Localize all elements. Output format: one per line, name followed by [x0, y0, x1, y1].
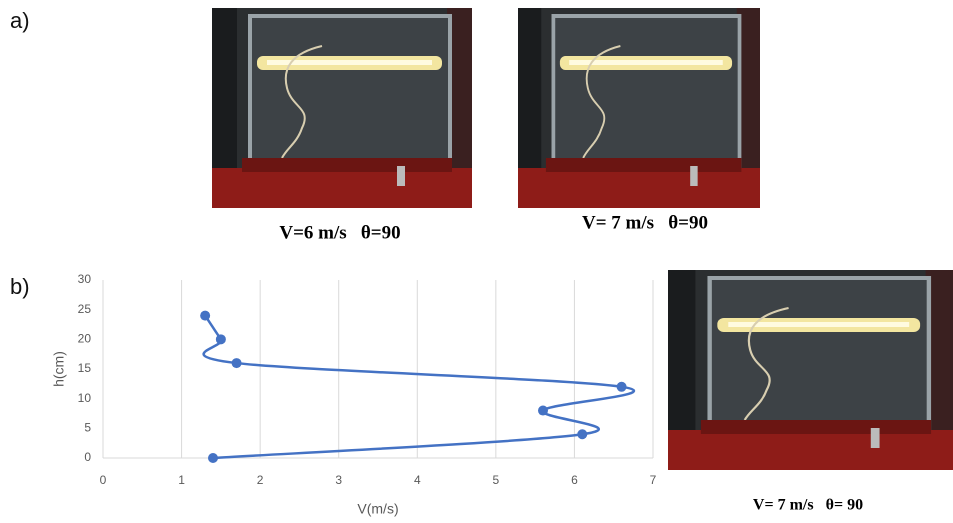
data-point	[208, 453, 218, 463]
caption: V= 7 m/s θ=90	[582, 212, 708, 233]
data-line	[202, 314, 635, 460]
x-axis-label: V(m/s)	[357, 501, 398, 517]
x-tick-label: 2	[257, 473, 264, 487]
photo	[668, 270, 953, 470]
x-tick-label: 0	[100, 473, 107, 487]
x-tick-label: 5	[493, 473, 500, 487]
photo	[212, 8, 472, 208]
y-tick-label: 30	[78, 272, 92, 286]
y-axis-label: h(cm)	[51, 351, 67, 387]
y-tick-label: 5	[84, 421, 91, 435]
x-tick-label: 4	[414, 473, 421, 487]
x-tick-label: 7	[650, 473, 657, 487]
caption: V= 7 m/s θ= 90	[753, 497, 863, 514]
data-point	[200, 310, 211, 321]
data-point	[616, 381, 627, 392]
panel-label: a)	[10, 8, 30, 33]
y-tick-label: 20	[78, 332, 92, 346]
panel-label: b)	[10, 274, 30, 299]
chart: V(m/s) h(cm) 0 1 2 3 4 5 6 7 0 5 10 15 20 25 30	[51, 272, 657, 517]
data-point	[538, 405, 548, 416]
y-tick-label: 0	[84, 450, 91, 464]
data-point	[577, 429, 588, 440]
y-tick-label: 10	[78, 391, 92, 405]
x-tick-label: 1	[178, 473, 185, 487]
data-point	[231, 358, 242, 369]
y-tick-label: 25	[78, 302, 92, 316]
photo	[518, 8, 760, 208]
caption: V=6 m/s θ=90	[279, 222, 400, 243]
data-point	[215, 334, 226, 345]
x-tick-label: 6	[571, 473, 578, 487]
x-tick-label: 3	[335, 473, 342, 487]
y-tick-label: 15	[78, 361, 92, 375]
